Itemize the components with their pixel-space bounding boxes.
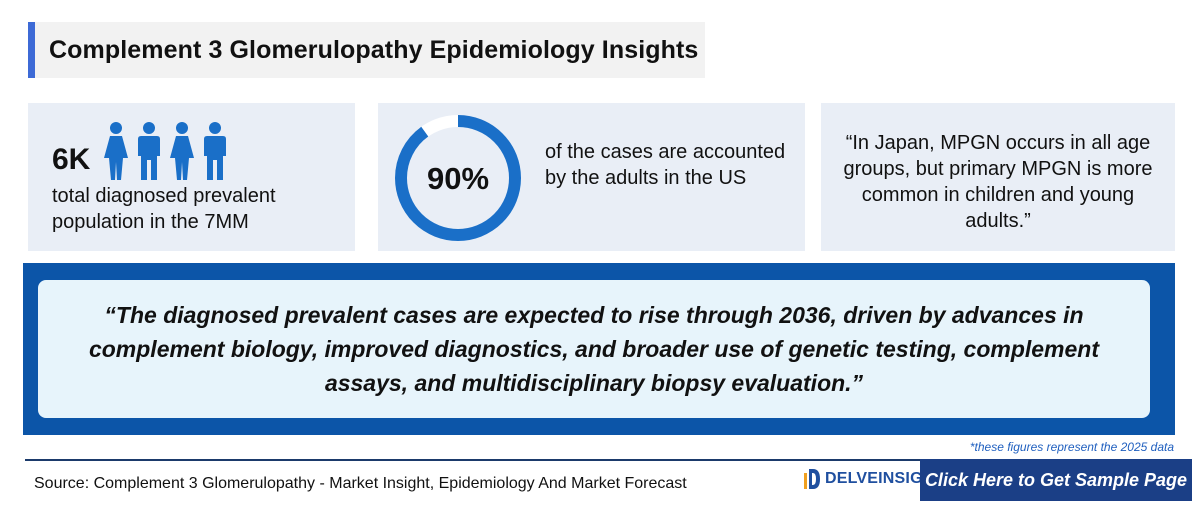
footnote: *these figures represent the 2025 data (969, 440, 1174, 454)
population-value: 6K (52, 143, 91, 176)
male-person-icon (138, 122, 160, 180)
female-person-icon (170, 122, 194, 180)
adults-description: of the cases are accounted by the adults… (545, 141, 786, 189)
ring-progress (395, 115, 521, 241)
percentage-label: 90% (427, 161, 489, 196)
delveinsight-logo-icon (804, 469, 820, 489)
forecast-quote-box: “The diagnosed prevalent cases are expec… (38, 280, 1150, 418)
people-icons (102, 122, 228, 180)
population-description: total diagnosed prevalent population in … (52, 185, 276, 233)
male-person-icon (204, 122, 226, 180)
delveinsight-logo: DELVEINSIGHT (803, 467, 944, 491)
stat-card-japan: “In Japan, MPGN occurs in all age groups… (821, 103, 1175, 251)
title-bar: Complement 3 Glomerulopathy Epidemiology… (28, 22, 705, 78)
stat-card-adults: 90% of the cases are accounted by the ad… (378, 103, 805, 251)
logo-text: DELVEINSIGHT (825, 470, 945, 487)
stat-card-population: 6K total diagnosed prevalent population … (28, 103, 355, 251)
percentage-ring: 90% (395, 115, 521, 241)
footer-divider (25, 459, 925, 461)
female-person-icon (104, 122, 128, 180)
japan-quote: “In Japan, MPGN occurs in all age groups… (843, 132, 1153, 232)
forecast-band: “The diagnosed prevalent cases are expec… (23, 263, 1175, 435)
page-title: Complement 3 Glomerulopathy Epidemiology… (49, 35, 699, 64)
forecast-quote: “The diagnosed prevalent cases are expec… (88, 302, 1100, 396)
get-sample-page-button[interactable]: Click Here to Get Sample Page (920, 459, 1192, 501)
source-citation: Source: Complement 3 Glomerulopathy - Ma… (34, 475, 687, 492)
